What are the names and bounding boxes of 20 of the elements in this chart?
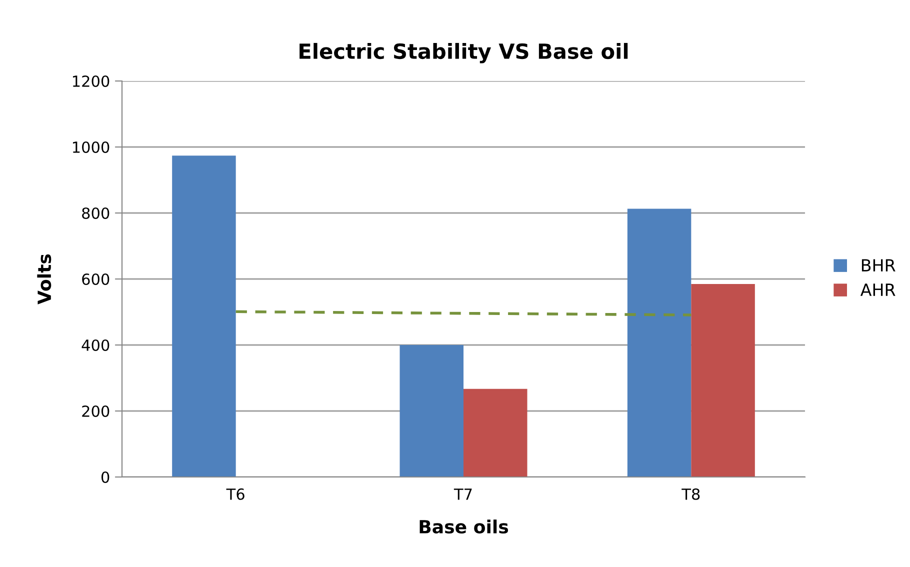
legend-label: BHR: [862, 259, 896, 272]
bar: [464, 388, 528, 477]
y-axis-title: Volts: [37, 254, 52, 304]
x-tick-label: T7: [454, 488, 472, 500]
x-axis-title: Base oils: [420, 520, 508, 534]
y-tick-label: 600: [82, 273, 110, 286]
bar: [400, 345, 464, 477]
x-tick-label: T8: [682, 488, 700, 500]
chart-title: Electric Stability VS Base oil: [300, 42, 628, 64]
legend-label: AHR: [860, 284, 896, 296]
y-tick-label: 0: [101, 471, 110, 484]
bar: [691, 284, 755, 477]
y-tick-label: 800: [82, 207, 110, 220]
bar: [172, 156, 236, 477]
y-tick-label: 1000: [72, 141, 110, 154]
y-tick-label: 400: [82, 339, 110, 352]
y-tick-label: 200: [82, 405, 110, 418]
y-tick-label: 1200: [72, 75, 110, 88]
bar: [627, 208, 692, 477]
x-tick-label: T6: [226, 488, 244, 500]
